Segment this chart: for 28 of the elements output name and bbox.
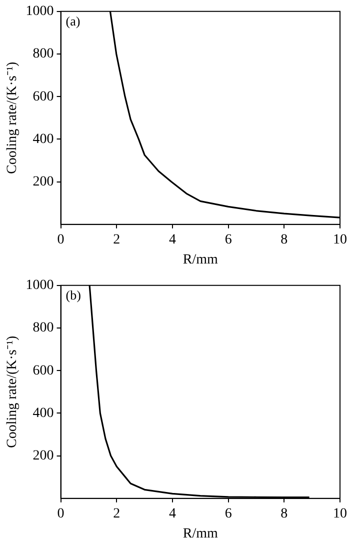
y-tick-label: 400 [32,406,54,421]
x-tick-label: 10 [333,232,347,248]
x-tick-label: 4 [168,506,176,522]
y-axis-title: Cooling rate/(K·s⁻¹) [5,335,20,448]
x-tick-label: 2 [113,506,120,522]
x-tick-label: 2 [113,232,120,248]
annotation: (b) [66,287,81,302]
x-tick-label: 10 [333,506,347,522]
y-tick-label: 600 [32,89,54,104]
x-axis-title: R/mm [182,526,218,542]
y-tick-label: 1000 [26,4,54,20]
y-tick-label: 600 [32,363,54,378]
x-tick-label: 6 [224,232,232,248]
x-tick-label: 6 [224,506,232,522]
x-tick-label: 0 [57,506,64,522]
x-tick-label: 4 [168,232,176,248]
y-tick-label: 1000 [26,278,54,294]
x-axis-title: R/mm [182,252,218,268]
annotation: (a) [66,13,80,28]
x-tick-label: 8 [280,506,288,522]
y-tick-label: 400 [32,132,54,147]
y-axis-title: Cooling rate/(K·s⁻¹) [5,61,20,174]
y-tick-label: 200 [32,174,54,190]
y-tick-label: 800 [32,46,54,62]
y-tick-label: 800 [32,320,54,336]
x-tick-label: 0 [57,232,64,248]
y-tick-label: 200 [32,448,54,464]
x-tick-label: 8 [280,232,288,248]
